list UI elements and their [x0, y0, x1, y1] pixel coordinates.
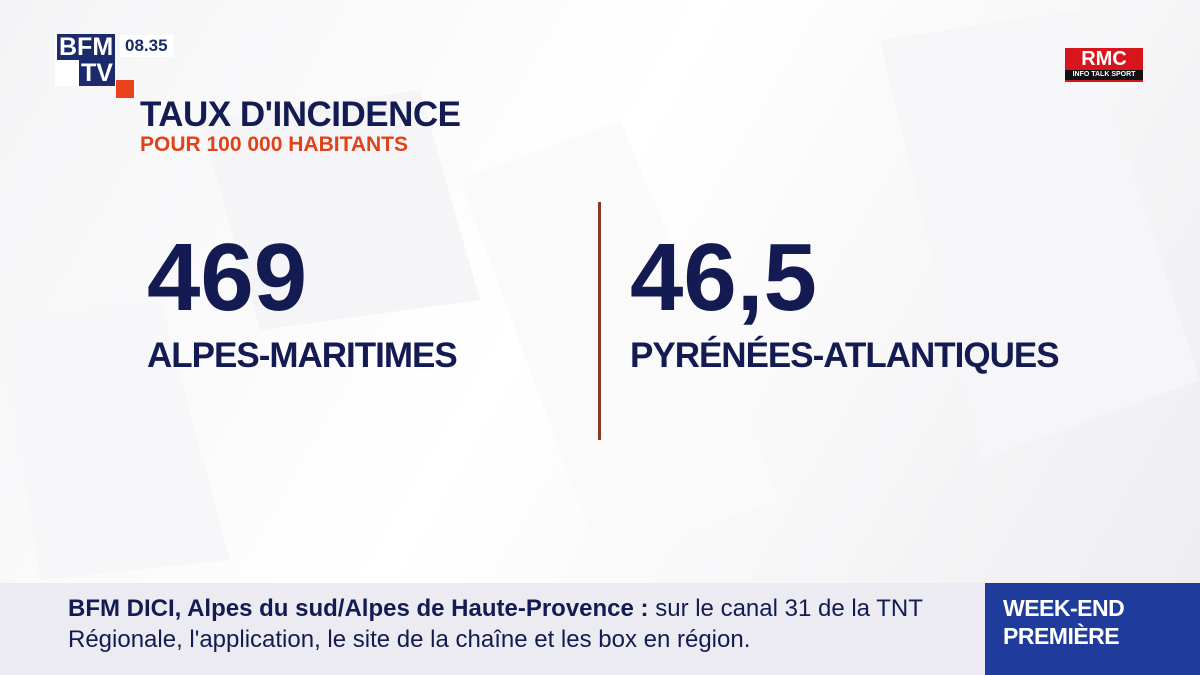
ticker-text: sur le canal 31 de la TNT Régionale, l'a… [68, 595, 923, 653]
logo-accent [116, 80, 134, 98]
program-box: WEEK-END PREMIÈRE [985, 583, 1200, 675]
ticker-lead: BFM DICI, Alpes du sud/Alpes de Haute-Pr… [68, 595, 649, 622]
ticker: BFM DICI, Alpes du sud/Alpes de Haute-Pr… [0, 583, 985, 675]
logo-bottom: TV [79, 59, 115, 87]
stat-value: 46,5 [630, 224, 817, 331]
background-art [0, 0, 1200, 580]
program-line: WEEK-END [1003, 595, 1125, 621]
clock: 08.35 [120, 35, 173, 57]
title: TAUX D'INCIDENCE [140, 95, 461, 134]
partner-logo: RMC INFO TALK SPORT [1065, 48, 1143, 82]
logo-top: BFM [57, 33, 116, 61]
logo: BFM TV [55, 33, 116, 87]
stat-label: PYRÉNÉES-ATLANTIQUES [630, 336, 1060, 375]
program-line: PREMIÈRE [1003, 623, 1120, 649]
partner-tagline: INFO TALK SPORT [1065, 70, 1143, 80]
divider [598, 202, 601, 440]
stat-value: 469 [147, 224, 308, 331]
partner-name: RMC [1081, 48, 1127, 70]
stat-label: ALPES-MARITIMES [147, 336, 458, 375]
subtitle: POUR 100 000 HABITANTS [140, 133, 409, 156]
